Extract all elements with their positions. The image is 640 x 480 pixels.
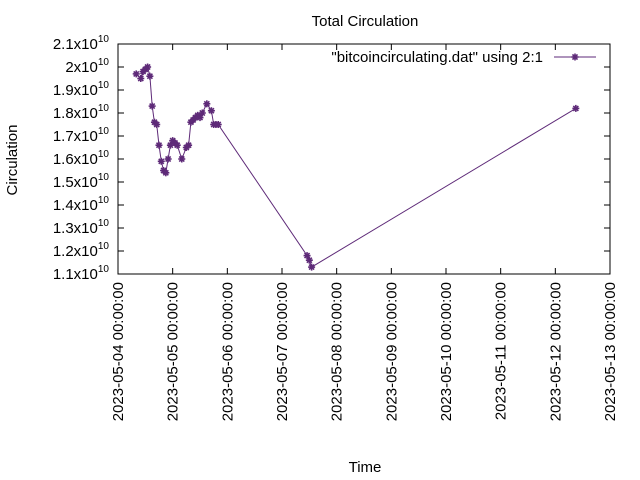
y-tick-label: 1.5x1010 <box>53 172 110 191</box>
y-axis-label: Circulation <box>4 125 21 196</box>
legend: "bitcoincirculating.dat" using 2:1 <box>331 49 596 66</box>
data-point <box>203 100 211 108</box>
data-point <box>164 155 172 163</box>
x-axis: 2023-05-04 00:00:00 2023-05-05 00:00:00 20… <box>110 44 619 421</box>
data-point <box>178 155 186 163</box>
data-point <box>308 263 316 271</box>
y-tick-label: 1.3x1010 <box>53 218 110 237</box>
data-point <box>153 121 161 128</box>
chart-title: Total Circulation <box>312 13 419 30</box>
data-point <box>157 157 165 165</box>
x-axis-label: Time <box>349 459 382 476</box>
y-axis: 1.1x1010 1.2x1010 1.3x1010 1.4x1010 1.5x1010… <box>53 34 610 283</box>
series-line <box>135 66 577 268</box>
y-tick-label: 1.7x1010 <box>53 126 110 145</box>
data-point <box>207 107 215 115</box>
y-tick-label: 1.9x1010 <box>53 80 110 99</box>
data-point <box>173 141 181 149</box>
y-tick-label: 1.2x1010 <box>53 241 110 260</box>
y-tick-label: 1.8x1010 <box>53 103 110 122</box>
data-point <box>144 63 152 71</box>
x-tick-label: 2023-05-07 00:00:00 <box>274 282 291 421</box>
x-tick-label: 2023-05-05 00:00:00 <box>165 282 182 421</box>
legend-marker-glyph <box>571 53 579 61</box>
data-point <box>214 121 222 128</box>
x-tick-label: 2023-05-12 00:00:00 <box>547 282 564 421</box>
data-point <box>162 169 170 177</box>
x-tick-label: 2023-05-10 00:00:00 <box>438 282 455 421</box>
x-tick-label: 2023-05-06 00:00:00 <box>219 282 236 421</box>
y-tick-label: 1.6x1010 <box>53 149 110 168</box>
data-point <box>137 75 145 82</box>
x-tick-label: 2023-05-04 00:00:00 <box>110 282 127 421</box>
data-point <box>198 109 206 117</box>
data-point <box>132 70 140 78</box>
data-point <box>572 104 580 112</box>
plot-frame <box>117 43 611 275</box>
legend-label: "bitcoincirculating.dat" using 2:1 <box>331 49 543 66</box>
legend-marker <box>571 53 579 61</box>
data-point <box>305 256 313 264</box>
y-tick-label: 2x1010 <box>65 57 109 76</box>
y-tick-label: 2.1x1010 <box>53 34 110 53</box>
data-point <box>185 141 193 149</box>
y-tick-label: 1.1x1010 <box>53 264 110 283</box>
data-point <box>148 102 156 110</box>
y-tick-label: 1.4x1010 <box>53 195 110 214</box>
plot-border <box>117 43 611 275</box>
x-tick-label: 2023-05-11 00:00:00 <box>493 282 510 420</box>
x-tick-label: 2023-05-09 00:00:00 <box>383 282 400 421</box>
x-tick-label: 2023-05-08 00:00:00 <box>329 282 346 421</box>
x-tick-label: 2023-05-13 00:00:00 <box>602 282 619 421</box>
series-layer <box>132 63 580 271</box>
data-point <box>146 72 154 80</box>
data-point <box>155 141 163 149</box>
